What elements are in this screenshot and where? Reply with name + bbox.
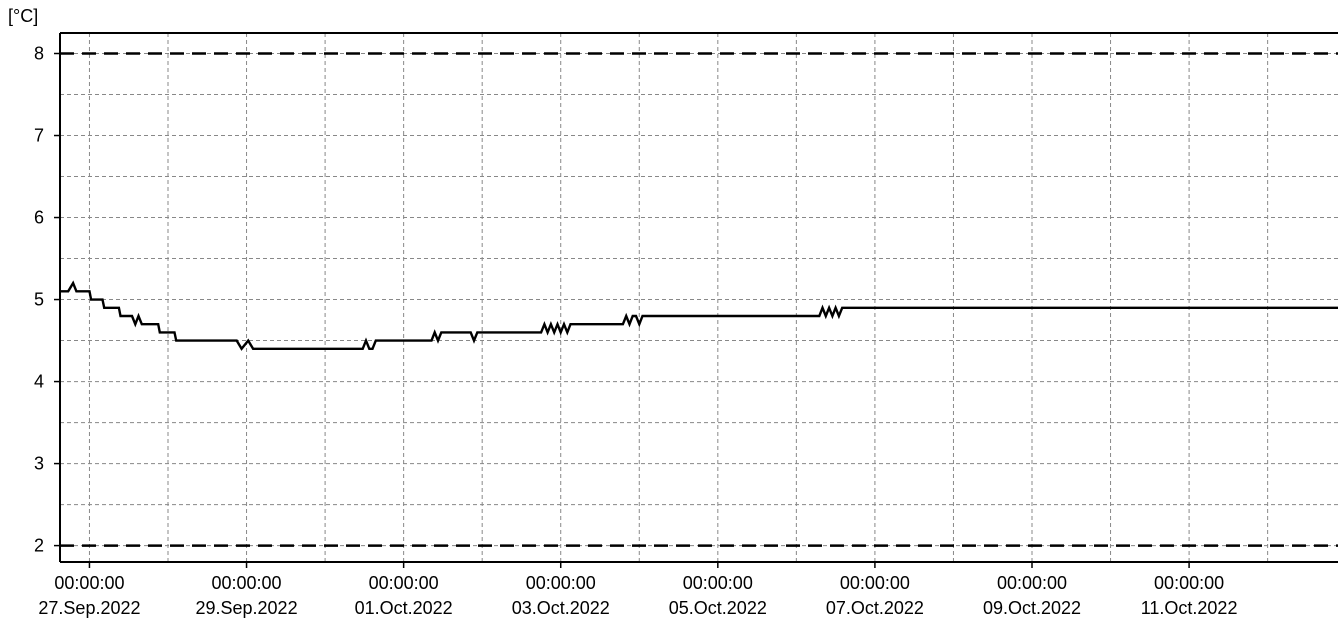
y-tick-label: 6 <box>34 208 44 228</box>
x-tick-time-label: 00:00:00 <box>54 573 124 593</box>
y-tick-label: 4 <box>34 372 44 392</box>
y-tick-label: 5 <box>34 290 44 310</box>
series-layer <box>60 280 1338 351</box>
x-tick-time-label: 00:00:00 <box>526 573 596 593</box>
reference-lines <box>60 52 1338 547</box>
y-tick-label: 2 <box>34 536 44 556</box>
x-tick-date-label: 07.Oct.2022 <box>826 598 924 618</box>
plot-frame <box>59 32 1338 563</box>
y-tick-label: 8 <box>34 44 44 64</box>
y-tick-labels: 2 3 4 5 6 7 8 <box>34 44 60 556</box>
grid-lines <box>60 33 1338 562</box>
x-tick-date-label: 03.Oct.2022 <box>512 598 610 618</box>
x-tick-time-label: 00:00:00 <box>840 573 910 593</box>
x-tick-time-label: 00:00:00 <box>683 573 753 593</box>
x-tick-date-label: 27.Sep.2022 <box>38 598 140 618</box>
x-tick-time-label: 00:00:00 <box>1154 573 1224 593</box>
x-tick-date-label: 29.Sep.2022 <box>195 598 297 618</box>
x-tick-date-label: 11.Oct.2022 <box>1141 598 1238 618</box>
x-tick-date-label: 09.Oct.2022 <box>983 598 1081 618</box>
x-tick-date-label: 05.Oct.2022 <box>669 598 767 618</box>
temperature-series-line <box>60 280 1338 351</box>
x-tick-date-label: 01.Oct.2022 <box>355 598 453 618</box>
y-tick-label: 7 <box>34 126 44 146</box>
x-tick-time-label: 00:00:00 <box>369 573 439 593</box>
y-tick-label: 3 <box>34 454 44 474</box>
y-axis-label: [°C] <box>8 6 38 26</box>
x-tick-time-label: 00:00:00 <box>997 573 1067 593</box>
x-tick-labels: 00:00:00 27.Sep.2022 00:00:00 29.Sep.2022 00… <box>38 562 1237 618</box>
x-tick-time-label: 00:00:00 <box>212 573 282 593</box>
